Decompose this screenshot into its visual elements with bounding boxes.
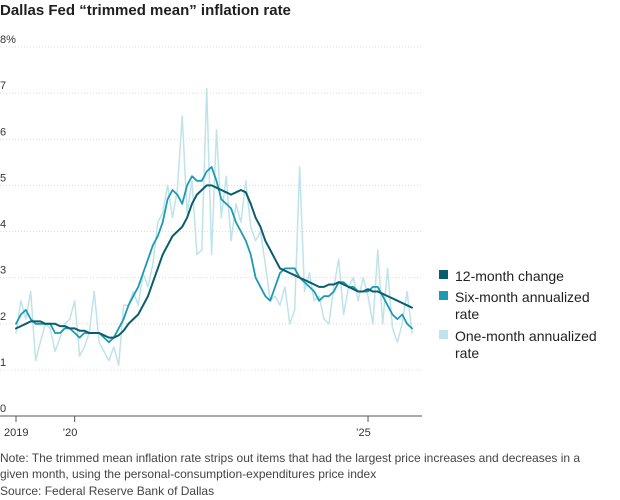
- y-tick-label: 7: [0, 80, 6, 92]
- legend-label: 12-month change: [455, 268, 564, 284]
- y-tick-label: 1: [0, 357, 6, 369]
- y-tick-label: 2: [0, 311, 6, 323]
- y-tick-label: 5: [0, 172, 6, 184]
- legend-swatch: [439, 270, 448, 279]
- series-line-one-month-annualized-rate: [15, 87, 413, 367]
- legend-label: rate: [455, 306, 479, 322]
- legend-swatch: [439, 291, 448, 300]
- legend-label: Six-month annualized: [455, 289, 590, 305]
- y-tick-label: 6: [0, 126, 6, 138]
- x-tick-label: 2019: [4, 427, 28, 439]
- x-tick-label: ’20: [63, 427, 78, 439]
- series-lines: [15, 87, 413, 367]
- chart-note: Note: The trimmed mean inflation rate st…: [0, 451, 581, 481]
- legend-swatch: [439, 330, 448, 339]
- y-tick-label: 3: [0, 265, 6, 277]
- legend-label: One-month annualized: [455, 328, 597, 344]
- chart-area: 2019 ’20 ’25 8% 7 6 5 4 3 2 1 0 12-month change Six…: [0, 34, 597, 439]
- series-line-six-month-annualized-rate: [15, 165, 413, 344]
- legend-label: rate: [455, 345, 479, 361]
- chart-title: Dallas Fed “trimmed mean” inflation rate: [0, 2, 291, 19]
- chart-source: Source: Federal Reserve Bank of Dallas: [0, 484, 215, 498]
- y-tick-label: 8%: [0, 34, 16, 46]
- y-tick-label: 0: [0, 403, 6, 415]
- series-line-12-month-change: [15, 184, 413, 339]
- x-axis: 2019 ’20 ’25: [4, 416, 371, 439]
- y-axis: 8% 7 6 5 4 3 2 1 0: [0, 34, 16, 415]
- y-tick-label: 4: [0, 219, 6, 231]
- x-tick-label: ’25: [356, 427, 371, 439]
